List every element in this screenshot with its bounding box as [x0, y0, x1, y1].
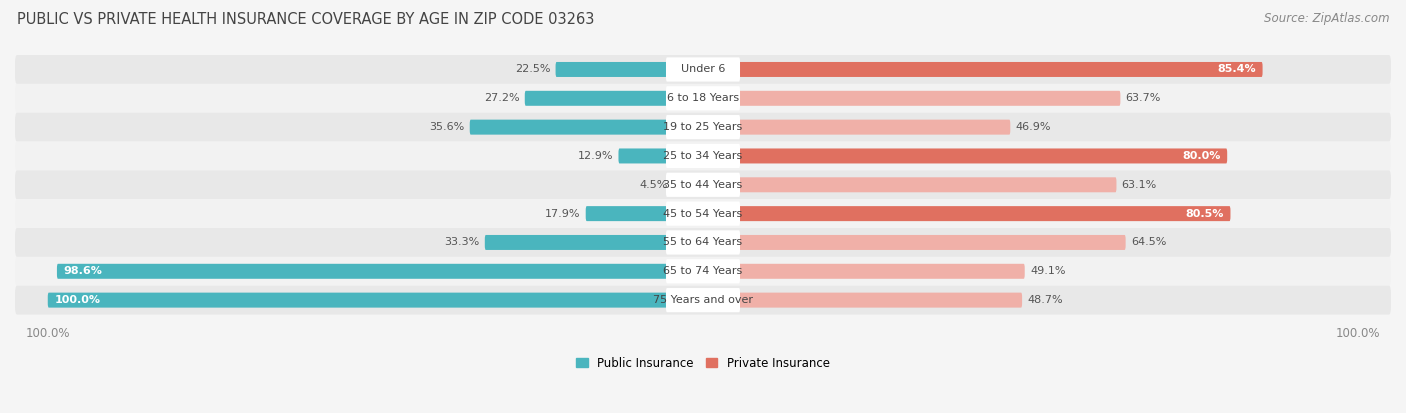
FancyBboxPatch shape: [666, 288, 740, 312]
FancyBboxPatch shape: [703, 177, 1116, 192]
Text: 46.9%: 46.9%: [1015, 122, 1052, 132]
Text: PUBLIC VS PRIVATE HEALTH INSURANCE COVERAGE BY AGE IN ZIP CODE 03263: PUBLIC VS PRIVATE HEALTH INSURANCE COVER…: [17, 12, 595, 27]
FancyBboxPatch shape: [666, 144, 740, 168]
FancyBboxPatch shape: [15, 286, 1391, 315]
Legend: Public Insurance, Private Insurance: Public Insurance, Private Insurance: [576, 357, 830, 370]
Text: 55 to 64 Years: 55 to 64 Years: [664, 237, 742, 247]
Text: 17.9%: 17.9%: [546, 209, 581, 218]
Text: 63.1%: 63.1%: [1122, 180, 1157, 190]
Text: 22.5%: 22.5%: [515, 64, 550, 74]
FancyBboxPatch shape: [619, 148, 703, 164]
FancyBboxPatch shape: [15, 55, 1391, 84]
FancyBboxPatch shape: [703, 148, 1227, 164]
FancyBboxPatch shape: [666, 230, 740, 254]
FancyBboxPatch shape: [673, 177, 703, 192]
Text: 25 to 34 Years: 25 to 34 Years: [664, 151, 742, 161]
FancyBboxPatch shape: [666, 57, 740, 82]
Text: 65 to 74 Years: 65 to 74 Years: [664, 266, 742, 276]
Text: Under 6: Under 6: [681, 64, 725, 74]
Text: 27.2%: 27.2%: [484, 93, 520, 103]
Text: 49.1%: 49.1%: [1031, 266, 1066, 276]
FancyBboxPatch shape: [485, 235, 703, 250]
Text: 35.6%: 35.6%: [429, 122, 464, 132]
Text: 63.7%: 63.7%: [1126, 93, 1161, 103]
FancyBboxPatch shape: [15, 257, 1391, 286]
Text: 85.4%: 85.4%: [1218, 64, 1256, 74]
FancyBboxPatch shape: [586, 206, 703, 221]
FancyBboxPatch shape: [15, 142, 1391, 171]
FancyBboxPatch shape: [666, 202, 740, 226]
FancyBboxPatch shape: [15, 171, 1391, 199]
FancyBboxPatch shape: [470, 120, 703, 135]
Text: 35 to 44 Years: 35 to 44 Years: [664, 180, 742, 190]
FancyBboxPatch shape: [703, 235, 1126, 250]
FancyBboxPatch shape: [666, 173, 740, 197]
Text: 6 to 18 Years: 6 to 18 Years: [666, 93, 740, 103]
Text: Source: ZipAtlas.com: Source: ZipAtlas.com: [1264, 12, 1389, 25]
Text: 45 to 54 Years: 45 to 54 Years: [664, 209, 742, 218]
FancyBboxPatch shape: [666, 259, 740, 283]
Text: 12.9%: 12.9%: [578, 151, 613, 161]
FancyBboxPatch shape: [15, 228, 1391, 257]
FancyBboxPatch shape: [555, 62, 703, 77]
FancyBboxPatch shape: [666, 115, 740, 139]
FancyBboxPatch shape: [56, 264, 703, 279]
FancyBboxPatch shape: [15, 113, 1391, 142]
FancyBboxPatch shape: [703, 264, 1025, 279]
Text: 80.0%: 80.0%: [1182, 151, 1220, 161]
Text: 98.6%: 98.6%: [63, 266, 103, 276]
Text: 100.0%: 100.0%: [55, 295, 100, 305]
Text: 75 Years and over: 75 Years and over: [652, 295, 754, 305]
Text: 80.5%: 80.5%: [1185, 209, 1223, 218]
FancyBboxPatch shape: [703, 293, 1022, 308]
FancyBboxPatch shape: [48, 293, 703, 308]
Text: 48.7%: 48.7%: [1028, 295, 1063, 305]
Text: 33.3%: 33.3%: [444, 237, 479, 247]
FancyBboxPatch shape: [524, 91, 703, 106]
FancyBboxPatch shape: [703, 120, 1011, 135]
Text: 4.5%: 4.5%: [640, 180, 668, 190]
Text: 19 to 25 Years: 19 to 25 Years: [664, 122, 742, 132]
FancyBboxPatch shape: [703, 206, 1230, 221]
Text: 64.5%: 64.5%: [1130, 237, 1166, 247]
FancyBboxPatch shape: [15, 84, 1391, 113]
FancyBboxPatch shape: [666, 86, 740, 110]
FancyBboxPatch shape: [15, 199, 1391, 228]
FancyBboxPatch shape: [703, 91, 1121, 106]
FancyBboxPatch shape: [703, 62, 1263, 77]
